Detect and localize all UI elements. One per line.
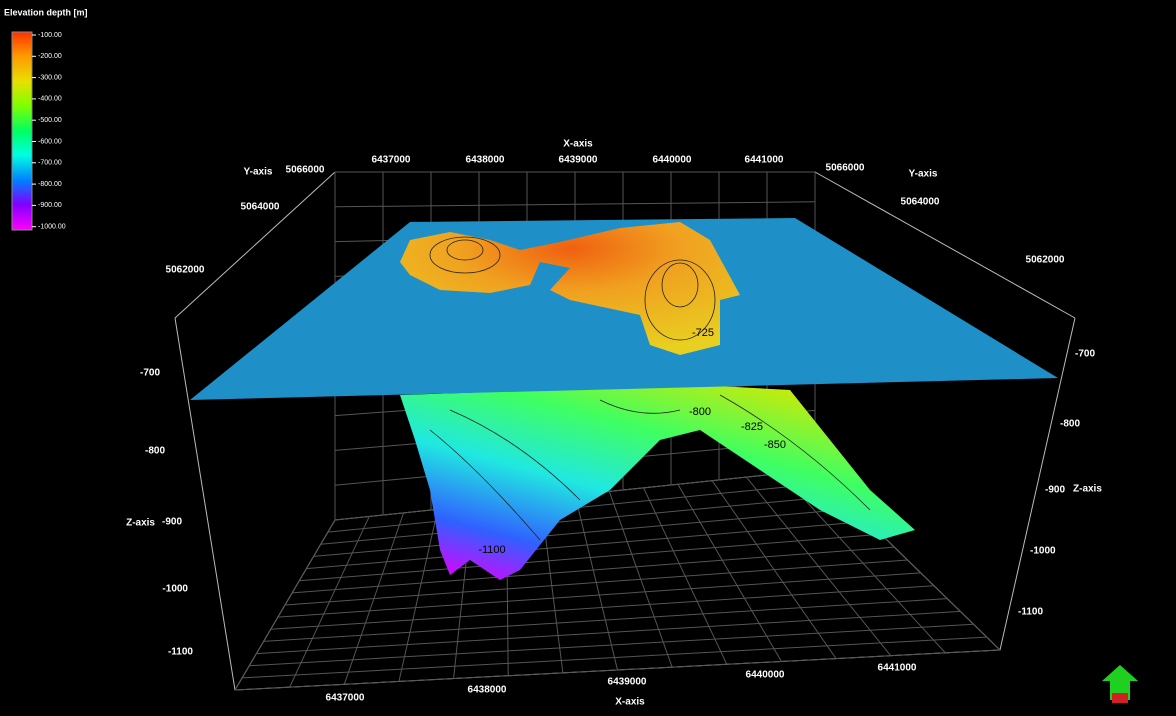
grid-line [249, 623, 974, 667]
legend-label: -500.00 [38, 117, 62, 124]
legend-label: -400.00 [38, 96, 62, 103]
legend-label: -100.00 [38, 32, 62, 39]
axis-title: Y-axis [244, 167, 273, 178]
contours [429, 236, 871, 541]
grid-line [746, 476, 892, 657]
tick-label: 6440000 [746, 670, 785, 681]
contour-label: -1100 [478, 544, 505, 556]
grid-line [608, 491, 673, 668]
tick-label: 6437000 [326, 693, 365, 704]
axis-title: X-axis [563, 139, 593, 150]
legend-label: -200.00 [38, 53, 62, 60]
tick-label: 5062000 [166, 265, 205, 276]
grid-line [263, 598, 948, 642]
tick-label: 5064000 [241, 202, 280, 213]
legend-label: -800.00 [38, 181, 62, 188]
grid-line [256, 610, 961, 655]
grid-line [711, 480, 837, 659]
grid-line [677, 484, 782, 662]
legend-title: Elevation depth [m] [4, 7, 88, 17]
orientation-icon [1102, 665, 1138, 703]
contour-label: -850 [764, 439, 786, 451]
lower-surface [400, 385, 915, 580]
tick-label: -700 [140, 368, 160, 379]
tick-label: -700 [1075, 349, 1095, 360]
grid-line [643, 487, 728, 665]
tick-label: 6438000 [468, 685, 507, 696]
tick-label: 6438000 [466, 155, 505, 166]
tick-label: -1000 [1030, 546, 1056, 557]
axis-title: Y-axis [909, 169, 938, 180]
tick-label: -1000 [162, 584, 188, 595]
tick-label: 6441000 [745, 155, 784, 166]
tick-label: 5066000 [286, 165, 325, 176]
tick-label: 6439000 [559, 155, 598, 166]
tick-label: -900 [162, 517, 182, 528]
grid-line [242, 636, 987, 679]
tick-label: -1100 [1018, 607, 1043, 618]
grid-line [270, 585, 934, 630]
tick-label: 6441000 [878, 663, 917, 674]
axis-title: Z-axis [126, 518, 155, 529]
axis-title: Z-axis [1073, 484, 1102, 495]
tick-label: -1100 [168, 647, 193, 658]
axis-title: X-axis [615, 697, 645, 708]
legend-label: -900.00 [38, 202, 62, 209]
grid-line [234, 649, 1001, 691]
tick-label: 6437000 [372, 155, 411, 166]
tick-label: -800 [145, 446, 165, 457]
grid-line [284, 559, 908, 606]
legend-label: -300.00 [38, 74, 62, 81]
contour-label: -800 [689, 406, 711, 418]
tick-label: 5064000 [901, 197, 940, 208]
tick-label: 6440000 [653, 155, 692, 166]
tick-label: 5062000 [1026, 255, 1065, 266]
upper-surface [400, 222, 740, 355]
contour-label: -825 [741, 421, 763, 433]
contour-label: -725 [692, 327, 714, 339]
tick-label: 5066000 [826, 163, 865, 174]
tick-label: -900 [1045, 485, 1065, 496]
grid-line [780, 473, 946, 654]
tick-label: 6439000 [608, 677, 647, 688]
legend-label: -1000.00 [38, 224, 66, 231]
legend-label: -600.00 [38, 138, 62, 145]
grid-line [277, 572, 921, 618]
tick-label: -800 [1060, 419, 1080, 430]
colorbar [11, 31, 33, 231]
legend-label: -700.00 [38, 160, 62, 167]
